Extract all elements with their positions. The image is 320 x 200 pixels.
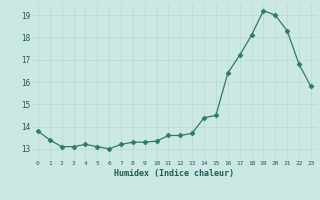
X-axis label: Humidex (Indice chaleur): Humidex (Indice chaleur) xyxy=(115,169,234,178)
